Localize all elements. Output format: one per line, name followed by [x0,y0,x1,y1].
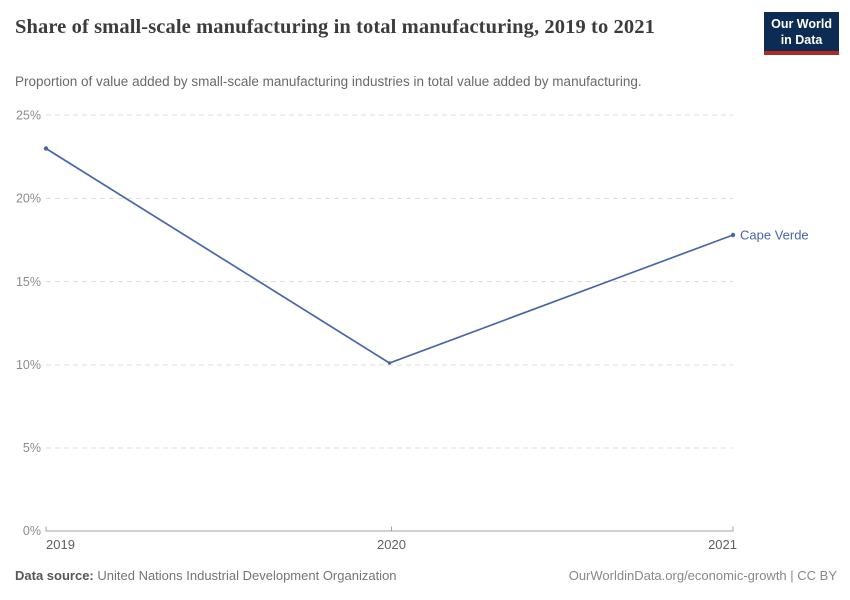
y-tick-label-20: 20% [16,192,41,206]
data-source-value: United Nations Industrial Development Or… [97,568,397,583]
y-tick-label-0: 0% [23,524,41,538]
owid-credit-link[interactable]: OurWorldinData.org/economic-growth | CC … [568,568,837,583]
x-tick-label-2020: 2020 [377,537,406,552]
y-tick-label-25: 25% [16,108,41,122]
owid-logo[interactable]: Our World in Data [764,12,839,55]
x-tick-label-2021: 2021 [708,537,737,552]
data-source-note: Data source: United Nations Industrial D… [15,568,397,583]
owid-logo-text-line1: Our World [771,17,832,31]
data-source-label: Data source: [15,568,94,583]
gridlines [46,114,733,449]
trend-line-cape-verde[interactable] [45,147,734,364]
y-tick-label-15: 15% [16,275,41,289]
y-tick-label-10: 10% [16,358,41,372]
x-axis-line [45,526,734,532]
chart-subtitle: Proportion of value added by small-scale… [15,74,642,89]
data-point-2021[interactable] [730,232,736,238]
x-tick-label-2019: 2019 [46,537,75,552]
y-tick-label-5: 5% [23,441,41,455]
series-label-cape-verde[interactable]: Cape Verde [740,228,809,243]
data-point-2019[interactable] [43,146,49,151]
chart-footer: Data source: United Nations Industrial D… [15,568,837,583]
data-point-2020[interactable] [387,361,392,365]
owid-logo-text-line2: in Data [780,33,823,47]
chart-title: Share of small-scale manufacturing in to… [15,16,655,38]
